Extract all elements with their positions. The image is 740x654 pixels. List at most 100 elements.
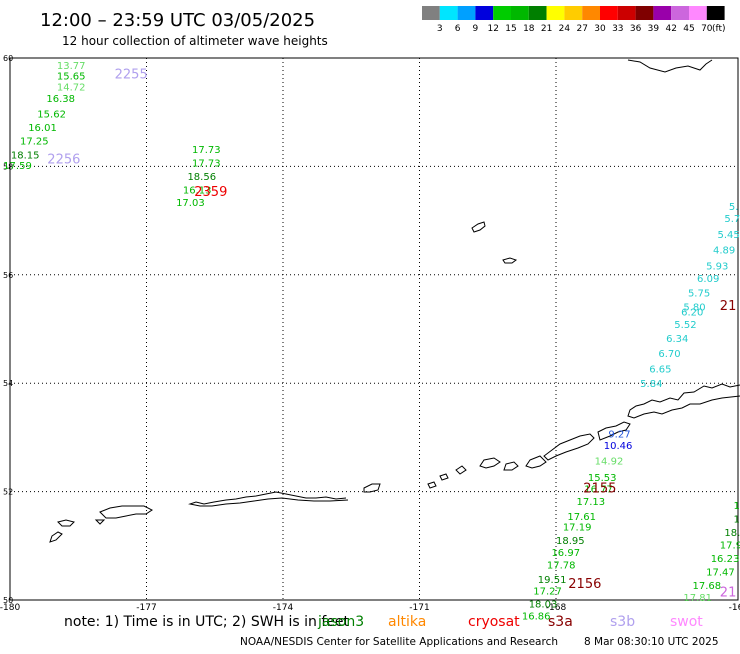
legend-tick-label: 3 bbox=[437, 24, 443, 34]
legend-swatch bbox=[635, 6, 654, 20]
legend-tick-label: 33 bbox=[612, 24, 623, 34]
wave-height-value: 17.27 bbox=[533, 587, 562, 598]
coastline bbox=[49, 59, 740, 543]
wave-height-value: 5.52 bbox=[674, 320, 696, 331]
wave-height-value: 18.95 bbox=[556, 536, 585, 547]
footer-timestamp: 8 Mar 08:30:10 UTC 2025 bbox=[584, 636, 719, 648]
wave-height-value: 16.77 bbox=[584, 485, 613, 496]
track-time-labels: 2255 2256 2359 2155 2156 21 21 bbox=[47, 68, 736, 601]
track-time-label: 2359 bbox=[194, 185, 227, 200]
wave-height-value: 16 bbox=[733, 501, 740, 512]
mission-label: swot bbox=[670, 614, 703, 630]
wave-height-value: 16.38 bbox=[46, 94, 75, 105]
lat-tick-label: 50 bbox=[3, 596, 13, 605]
mission-label: jason3 bbox=[317, 614, 364, 630]
wave-height-value: 17.59 bbox=[3, 161, 32, 172]
track-time-label: 2155 bbox=[583, 482, 616, 497]
legend-unit: (ft) bbox=[712, 24, 726, 34]
lon-tick-label: -16 bbox=[729, 603, 740, 613]
track-time-label: 21 bbox=[720, 586, 737, 601]
wave-height-value: 17.73 bbox=[192, 158, 221, 169]
legend-swatch bbox=[653, 6, 672, 20]
legend-tick-label: 18 bbox=[523, 24, 535, 34]
wave-height-value: 18.00 bbox=[724, 528, 740, 539]
wave-height-value: 18.15 bbox=[11, 150, 40, 161]
rat-islands bbox=[94, 505, 153, 525]
legend-tick-label: 30 bbox=[594, 24, 606, 34]
mission-label: altika bbox=[388, 614, 426, 630]
legend-tick-label: 27 bbox=[576, 24, 587, 34]
wave-height-value: 18.0 bbox=[733, 514, 740, 525]
wave-height-value: 14.92 bbox=[595, 457, 624, 468]
island-amukta bbox=[363, 483, 381, 493]
legend-tick-label: 42 bbox=[665, 24, 676, 34]
wave-height-value: 17.25 bbox=[20, 137, 49, 148]
wave-height-value: 4.89 bbox=[713, 246, 735, 257]
wave-height-value: 5.45 bbox=[718, 230, 740, 241]
legend-tick-label: 12 bbox=[487, 24, 498, 34]
legend-tick-label: 15 bbox=[505, 24, 516, 34]
wave-height-value: 19.51 bbox=[538, 575, 567, 586]
mission-label: s3b bbox=[610, 614, 635, 630]
alaska-peninsula bbox=[627, 383, 740, 419]
legend-tick-label: 21 bbox=[541, 24, 552, 34]
wave-height-value: 6.70 bbox=[658, 349, 680, 360]
wave-height-value: 17.73 bbox=[192, 145, 221, 156]
wave-height-value: 17.61 bbox=[567, 512, 596, 523]
wave-height-value: 6.20 bbox=[681, 307, 703, 318]
wave-height-value: 6.34 bbox=[666, 334, 688, 345]
legend-swatch bbox=[439, 6, 458, 20]
lon-tick-label: -180 bbox=[0, 603, 20, 613]
lat-tick-label: 52 bbox=[3, 488, 13, 497]
map-title: 12:00 – 23:59 UTC 03/05/2025 bbox=[40, 10, 315, 31]
wave-height-value: 17.19 bbox=[563, 523, 592, 534]
mission-legend: jason3 altika cryosat s3a s3b swot bbox=[317, 614, 703, 630]
island-st-george bbox=[502, 257, 518, 264]
wave-height-value: 14.72 bbox=[57, 83, 86, 94]
track-time-label: 2255 bbox=[115, 68, 148, 83]
wave-height-value: 5.75 bbox=[688, 288, 710, 299]
lon-tick-label: -177 bbox=[136, 603, 156, 613]
legend-swatch bbox=[511, 6, 529, 20]
fox-islands bbox=[479, 421, 631, 471]
wave-height-value: 5.80 bbox=[683, 303, 705, 314]
graticule: -180 -177 -174 -171 -168 -16 60 58 56 54 52 50 bbox=[0, 54, 740, 613]
legend-swatch bbox=[528, 6, 547, 20]
legend-tick-label: 9 bbox=[473, 24, 479, 34]
footer-credit: NOAA/NESDIS Center for Satellite Applica… bbox=[240, 636, 558, 648]
legend-tick-label: 70 bbox=[701, 24, 713, 34]
legend-swatch bbox=[422, 6, 440, 20]
wave-height-value: 9.27 bbox=[608, 429, 630, 440]
map-subtitle: 12 hour collection of altimeter wave hei… bbox=[62, 34, 328, 48]
lon-tick-label: -171 bbox=[409, 603, 429, 613]
islands-of-four-mountains bbox=[427, 465, 467, 489]
wave-height-value: 18.03 bbox=[529, 600, 558, 611]
wave-height-value: 17.68 bbox=[693, 581, 722, 592]
legend-swatch bbox=[564, 6, 583, 20]
mission-label: cryosat bbox=[468, 614, 520, 630]
wave-height-value: 15.53 bbox=[588, 473, 617, 484]
wave-height-value: 16.86 bbox=[522, 612, 551, 623]
legend-swatch bbox=[706, 6, 725, 20]
wave-height-value: 5.93 bbox=[706, 261, 728, 272]
landmass-north bbox=[627, 59, 713, 73]
wave-height-value: 13.77 bbox=[57, 61, 86, 72]
track-time-label: 21 bbox=[720, 299, 737, 314]
andreanof-islands bbox=[188, 491, 349, 507]
legend-tick-label: 39 bbox=[648, 24, 660, 34]
lat-tick-label: 56 bbox=[3, 271, 13, 280]
wave-height-value: 5. bbox=[729, 202, 739, 213]
legend-tick-label: 36 bbox=[630, 24, 642, 34]
legend-tick-label: 6 bbox=[455, 24, 461, 34]
mission-label: s3a bbox=[548, 614, 573, 630]
footer-note: note: 1) Time is in UTC; 2) SWH is in fe… bbox=[64, 614, 350, 630]
wave-height-value: 17.47 bbox=[706, 568, 735, 579]
wave-height-value: 17.81 bbox=[683, 593, 712, 604]
near-islands bbox=[49, 519, 75, 543]
color-legend: 3 6 9 12 15 18 21 24 27 30 33 36 39 42 45 70 (ft) bbox=[422, 6, 726, 34]
map-frame bbox=[9, 57, 739, 601]
wave-height-value: 17.13 bbox=[576, 497, 605, 508]
